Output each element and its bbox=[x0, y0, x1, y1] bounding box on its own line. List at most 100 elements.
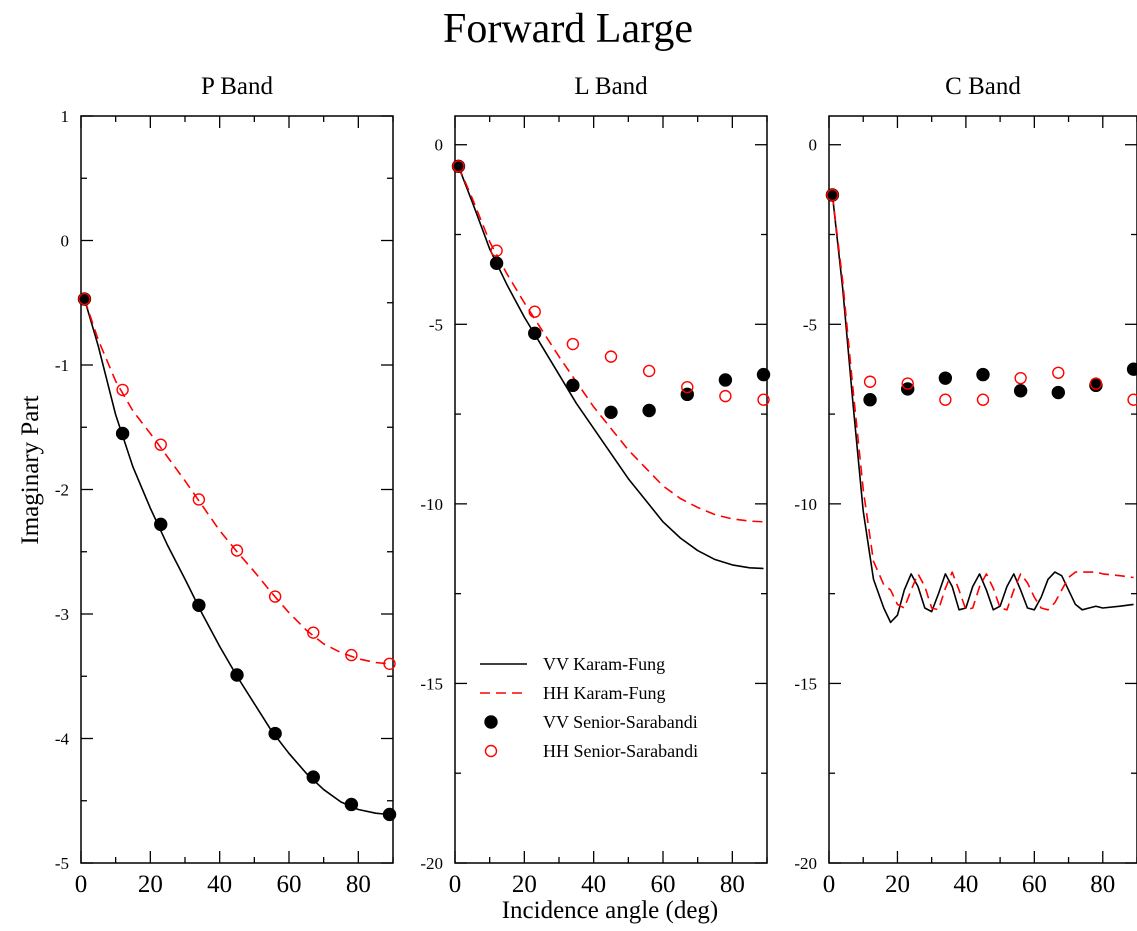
data-point bbox=[939, 393, 952, 406]
data-point bbox=[1052, 366, 1065, 379]
x-tick-label: 60 bbox=[1022, 871, 1047, 898]
x-tick-label: 20 bbox=[512, 871, 537, 898]
y-tick-label: -10 bbox=[420, 495, 443, 514]
plot-frame bbox=[454, 115, 768, 864]
panel-2: L Band 0 20 40 60 80 -20 -15 -10 -5 0 bbox=[420, 73, 771, 898]
series-group bbox=[83, 298, 390, 816]
legend: VV Karam-Fung HH Karam-Fung VV Senior-Sara… bbox=[480, 654, 698, 761]
data-point bbox=[306, 770, 320, 784]
x-tick-label: 20 bbox=[885, 871, 910, 898]
legend-entry: VV Karam-Fung bbox=[480, 654, 665, 674]
data-point bbox=[115, 426, 130, 441]
legend-label: HH Karam-Fung bbox=[543, 683, 665, 703]
data-point bbox=[489, 256, 504, 270]
data-point bbox=[1013, 384, 1028, 398]
data-point bbox=[1089, 377, 1103, 390]
y-axis-label: Imaginary Part bbox=[17, 395, 44, 544]
legend-entry: HH Senior-Sarabandi bbox=[484, 741, 698, 761]
data-point bbox=[230, 544, 244, 557]
data-point bbox=[681, 380, 694, 394]
legend-label: VV Karam-Fung bbox=[543, 654, 665, 674]
data-point bbox=[268, 726, 282, 741]
data-point bbox=[192, 598, 206, 612]
y-tick-label: -1 bbox=[55, 356, 69, 375]
data-point bbox=[154, 517, 168, 532]
series-line bbox=[457, 165, 764, 570]
x-tick-label: 20 bbox=[138, 871, 163, 898]
data-point bbox=[719, 389, 732, 403]
data-point bbox=[192, 493, 206, 506]
panel-3: C Band 0 20 40 60 80 -20 -15 -10 -5 0 bbox=[794, 73, 1137, 898]
x-tick-label: 60 bbox=[651, 871, 676, 898]
series-line bbox=[83, 298, 390, 665]
series-group bbox=[457, 165, 764, 570]
data-point bbox=[604, 405, 618, 419]
data-point bbox=[863, 375, 877, 388]
data-point bbox=[976, 367, 990, 382]
y-tick-label: 0 bbox=[809, 136, 818, 155]
data-point bbox=[1127, 393, 1137, 406]
y-tick-label: -2 bbox=[55, 481, 69, 500]
data-point bbox=[642, 403, 656, 418]
plot-frame bbox=[80, 115, 394, 864]
data-point bbox=[604, 350, 618, 363]
x-tick-label: 80 bbox=[720, 871, 745, 898]
data-point bbox=[976, 393, 990, 406]
y-tick-label: -15 bbox=[420, 674, 443, 693]
y-tick-label: -20 bbox=[420, 854, 443, 873]
data-point bbox=[718, 373, 733, 387]
data-point bbox=[757, 393, 770, 406]
y-tick-label: -5 bbox=[429, 315, 443, 334]
data-point bbox=[307, 626, 320, 639]
y-tick-label: 0 bbox=[61, 232, 70, 251]
data-point bbox=[528, 326, 542, 340]
y-tick-label: 1 bbox=[61, 107, 70, 126]
x-tick-label: 0 bbox=[449, 871, 462, 898]
data-point bbox=[154, 438, 167, 451]
y-tick-label: -20 bbox=[794, 854, 817, 873]
data-point bbox=[230, 668, 244, 682]
panel-title: L Band bbox=[574, 73, 648, 100]
data-point bbox=[1126, 362, 1137, 376]
data-point bbox=[863, 393, 877, 407]
data-point bbox=[344, 797, 359, 812]
x-tick-label: 40 bbox=[581, 871, 606, 898]
data-point bbox=[756, 367, 771, 382]
y-tick-label: -5 bbox=[55, 854, 69, 873]
legend-label: HH Senior-Sarabandi bbox=[543, 741, 698, 761]
panel-1: P Band 0 20 40 60 80 -5 -4 -3 -2 -1 0 1 bbox=[55, 73, 397, 898]
y-tick-label: -3 bbox=[55, 605, 69, 624]
series-line bbox=[457, 165, 764, 523]
data-point bbox=[938, 371, 953, 385]
legend-entry: HH Karam-Fung bbox=[480, 683, 665, 703]
legend-marker-swatch bbox=[484, 715, 498, 729]
x-tick-label: 80 bbox=[346, 871, 371, 898]
plot-frame bbox=[828, 115, 1137, 864]
x-tick-label: 40 bbox=[207, 871, 232, 898]
x-tick-label: 60 bbox=[277, 871, 302, 898]
data-point bbox=[642, 364, 656, 378]
data-point bbox=[1014, 371, 1027, 385]
x-tick-label: 40 bbox=[953, 871, 978, 898]
data-point bbox=[528, 305, 541, 318]
y-tick-label: -15 bbox=[794, 674, 817, 693]
y-tick-label: 0 bbox=[435, 136, 444, 155]
data-point bbox=[566, 337, 580, 351]
data-point bbox=[452, 160, 465, 173]
x-tick-label: 0 bbox=[75, 871, 88, 898]
data-point bbox=[901, 377, 914, 390]
x-tick-label: 80 bbox=[1090, 871, 1115, 898]
y-tick-label: -4 bbox=[55, 730, 70, 749]
data-point bbox=[826, 188, 839, 202]
y-tick-label: -10 bbox=[794, 495, 817, 514]
data-point bbox=[268, 590, 282, 603]
data-point bbox=[382, 807, 397, 822]
panel-title: P Band bbox=[201, 73, 273, 100]
legend-label: VV Senior-Sarabandi bbox=[543, 712, 698, 732]
series-line bbox=[831, 194, 1134, 611]
series-line bbox=[83, 298, 390, 816]
data-point bbox=[345, 648, 358, 662]
legend-entry: VV Senior-Sarabandi bbox=[484, 712, 698, 732]
